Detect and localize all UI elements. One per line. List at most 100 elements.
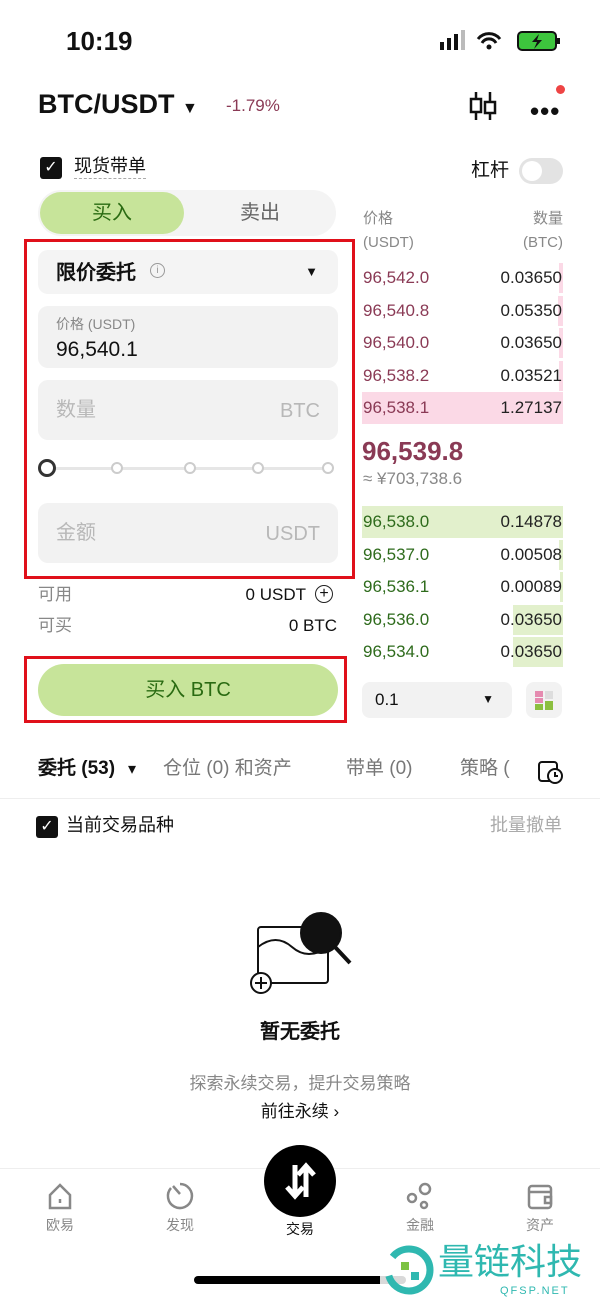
quantity: 0.03650 [500,609,562,629]
nav-trade[interactable]: 交易 [260,1221,340,1237]
order-type-select[interactable]: 限价委托 i ▼ [38,250,338,294]
watermark-text: 量链科技 [438,1241,583,1282]
quantity: 0.03650 [500,642,562,661]
quantity-placeholder: 数量 [56,399,96,421]
quantity: 0.00089 [500,577,562,596]
depth-bar [558,295,563,326]
can-buy-label: 可买 [38,616,72,635]
go-perpetual-link[interactable]: 前往永续 › [260,1102,340,1121]
bid-row[interactable]: 96,537.0 0.00508 [362,539,563,571]
price: 96,536.1 [363,577,430,596]
buy-btc-button[interactable]: 买入 BTC [38,664,338,716]
quantity-input[interactable]: 数量 BTC [38,380,338,440]
order-history-icon[interactable] [537,758,563,789]
price-label: 价格 (USDT) [56,316,136,332]
caret-down-icon: ▼ [482,692,494,706]
nav-label: 发现 [166,1217,194,1233]
nav-discover[interactable]: 发现 [140,1181,220,1233]
tab-buy[interactable]: 买入 [40,192,184,234]
bid-row[interactable]: 96,536.0 0.03650 [362,604,563,636]
discover-icon [166,1182,194,1210]
price: 96,538.2 [363,365,430,385]
price: 96,536.0 [363,609,430,629]
nav-label: 金融 [406,1217,434,1233]
depth-bar [513,604,563,635]
tab-sell[interactable]: 卖出 [240,202,280,224]
ob-qty-header: 数量 (BTC) [523,210,563,251]
caret-down-icon: ▼ [305,264,318,279]
price: 96,540.0 [363,333,430,352]
bid-row[interactable]: 96,538.0 0.14878 [362,506,563,538]
ask-row[interactable]: 96,538.2 0.03521 [362,360,563,392]
bid-row[interactable]: 96,534.0 0.03650 [362,636,563,668]
highlight-submit [24,656,347,723]
ask-row[interactable]: 96,542.0 0.03650 [362,262,563,294]
orders-tab[interactable]: 带单 (0) [346,758,413,779]
depth-bar [559,328,563,358]
ob-price-header: 价格 (USDT) [363,210,414,251]
side-tabs: 买入 卖出 [38,190,336,236]
pair-selector[interactable]: BTC/USDT ▼ [38,88,198,120]
quantity: 0.03650 [500,333,562,352]
candlestick-chart-icon[interactable] [468,90,498,127]
quantity: 0.03650 [500,268,562,287]
spot-copy-label: 现货带单 [74,156,146,179]
watermark-sub: QFSP.NET [500,1285,570,1297]
precision-value: 0.1 [375,690,399,709]
pair-label: BTC/USDT [38,89,175,119]
slider-handle[interactable] [38,459,56,477]
depth-bar [559,263,563,293]
amount-input[interactable]: 金额 USDT [38,503,338,563]
depth-bar [559,539,563,570]
depth-bar [560,572,563,602]
nav-label: 欧易 [46,1217,74,1233]
order-type-label: 限价委托 [56,262,136,284]
trade-fab[interactable] [264,1145,336,1217]
orders-tab[interactable]: 策略 ( [460,758,510,779]
price-change: -1.79% [226,96,280,115]
empty-title: 暂无委托 [260,1021,340,1043]
bid-row[interactable]: 96,536.1 0.00089 [362,571,563,603]
notification-dot [556,85,565,94]
available-value: 0 USDT [245,585,306,604]
info-icon[interactable]: i [150,263,165,278]
ask-row[interactable]: 96,540.0 0.03650 [362,327,563,359]
nav-wallet[interactable]: 资产 [500,1181,580,1233]
empty-orders-illustration [245,905,355,1000]
ask-row[interactable]: 96,540.8 0.05350 [362,295,563,327]
quantity: 0.05350 [500,300,562,320]
highlight-order-form [24,239,355,579]
quantity: 0.00508 [500,544,562,564]
depth-bar [559,360,563,391]
amount-unit: USDT [265,523,320,545]
price: 96,540.8 [363,300,430,320]
spot-copy-checkbox[interactable]: ✓ [40,157,62,179]
can-buy-value: 0 BTC [288,616,337,635]
watermark-logo: 量链科技 QFSP.NET [380,1242,600,1298]
leverage-toggle[interactable] [519,158,563,184]
last-price-cny: ≈ ¥703,738.6 [363,469,463,488]
last-price: 96,539.8 [362,436,464,466]
price-input[interactable]: 价格 (USDT) 96,540.1 [38,306,338,368]
more-icon[interactable]: ••• [530,96,561,126]
current-pair-checkbox[interactable]: ✓ [36,816,58,838]
precision-select[interactable]: 0.1 ▼ [362,682,512,718]
ask-row[interactable]: 96,538.1 1.27137 [362,392,563,424]
amount-slider[interactable] [38,458,336,478]
nav-label: 资产 [526,1217,554,1233]
caret-down-icon: ▼ [182,100,198,117]
orders-tab[interactable]: 委托 (53) [38,758,116,779]
leverage-label: 杠杆 [471,160,510,181]
add-funds-icon[interactable]: + [315,585,333,603]
orders-tab[interactable]: 仓位 (0) 和资产 [163,758,292,779]
depth-layout-icon[interactable] [526,682,562,718]
nav-label: 交易 [286,1221,314,1237]
quantity: 0.14878 [500,512,562,531]
finance-icon [406,1182,432,1210]
status-icons [440,30,562,52]
price: 96,537.0 [363,544,430,564]
nav-finance[interactable]: 金融 [380,1181,460,1233]
nav-home[interactable]: 欧易 [20,1181,100,1233]
caret-down-icon: ▾ [128,761,137,778]
batch-cancel-button[interactable]: 批量撤单 [490,815,562,835]
